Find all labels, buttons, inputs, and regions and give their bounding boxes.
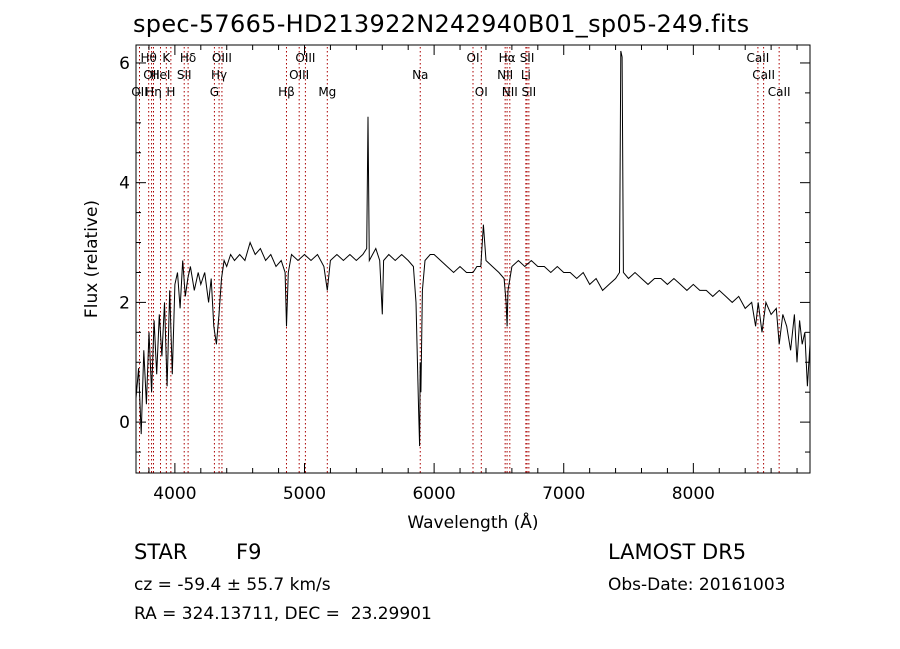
line-marker-label: OII	[131, 85, 148, 99]
line-marker-label: OIII	[212, 51, 232, 65]
line-marker-label: OII	[143, 68, 160, 82]
line-marker-label: NII	[502, 85, 518, 99]
line-marker-label: OI	[475, 85, 488, 99]
y-tick-label: 2	[119, 293, 130, 313]
x-tick-label: 4000	[153, 484, 196, 504]
axis-tick-labels: 4000 5000 6000 7000 8000 0 2 4 6	[119, 54, 715, 504]
survey-name: LAMOST DR5	[608, 540, 747, 564]
line-marker-label: SII	[177, 68, 192, 82]
object-type: STAR	[134, 540, 188, 564]
x-tick-label: 7000	[542, 484, 585, 504]
line-marker-label: Hβ	[278, 85, 295, 99]
x-tick-label: 8000	[672, 484, 715, 504]
line-marker-label: OIII	[289, 68, 309, 82]
line-marker-label: HeI	[151, 68, 171, 82]
x-tick-label: 6000	[412, 484, 455, 504]
line-marker-label: CaII	[768, 85, 791, 99]
line-marker-label: NII	[497, 68, 513, 82]
line-marker-label: Hη	[145, 85, 162, 99]
line-marker-label: H	[166, 85, 175, 99]
line-marker-label: Na	[412, 68, 428, 82]
redshift-velocity: cz = -59.4 ± 55.7 km/s	[134, 575, 331, 595]
line-marker-label: Hδ	[180, 51, 196, 65]
line-marker-label: SII	[522, 85, 537, 99]
line-marker-label: Hα	[499, 51, 516, 65]
plot-frame	[135, 44, 811, 474]
line-marker-label: CaII	[752, 68, 775, 82]
line-marker-label: Mg	[318, 85, 336, 99]
chart-title: spec-57665-HD213922N242940B01_sp05-249.f…	[133, 10, 750, 38]
line-marker-label: Hγ	[211, 68, 227, 82]
y-tick-label: 0	[119, 413, 130, 433]
y-axis-label: Flux (relative)	[82, 200, 102, 318]
y-tick-label: 6	[119, 54, 130, 74]
object-subclass: F9	[236, 540, 262, 564]
x-axis-label: Wavelength (Å)	[407, 511, 538, 533]
axis-ticks	[136, 45, 810, 473]
line-marker-label: K	[162, 51, 171, 65]
line-marker-label: Li	[521, 68, 531, 82]
observation-date: Obs-Date: 20161003	[608, 575, 786, 595]
line-marker-label: OIII	[295, 51, 315, 65]
line-marker-label: CaII	[746, 51, 769, 65]
line-marker-label: OI	[467, 51, 480, 65]
spectrum-series	[135, 50, 811, 447]
line-marker-label: SII	[520, 51, 535, 65]
spectrum-line	[135, 50, 811, 447]
line-marker-label: G	[210, 85, 219, 99]
y-tick-label: 4	[119, 174, 130, 194]
line-marker-label: Hθ	[141, 51, 157, 65]
coordinates: RA = 324.13711, DEC = 23.29901	[134, 604, 432, 624]
x-tick-label: 5000	[283, 484, 326, 504]
